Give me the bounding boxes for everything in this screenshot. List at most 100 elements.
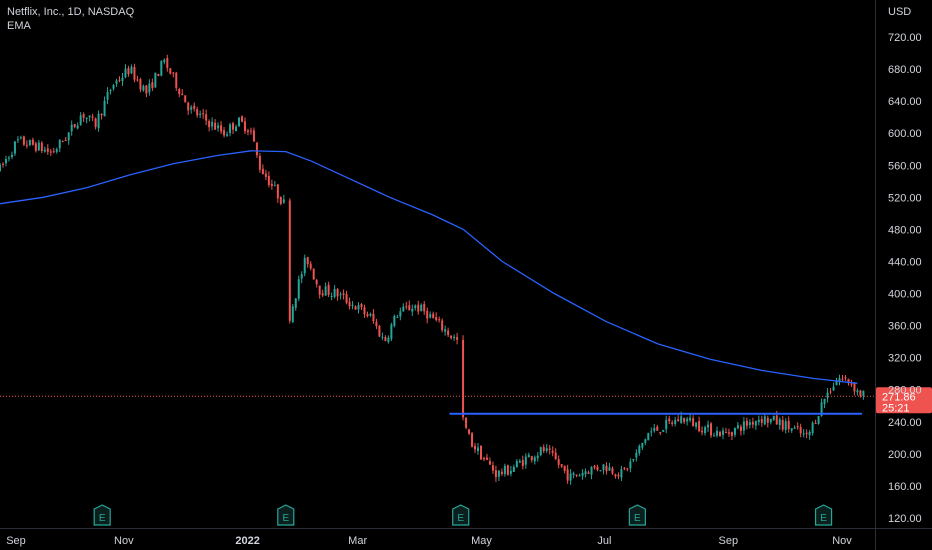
candle-body	[763, 416, 766, 425]
candle-body	[602, 464, 605, 470]
y-tick-label: 160.00	[888, 481, 922, 493]
price-axis[interactable]: USD 720.00 680.00 640.00 600.00 560.00 520.00 4…	[875, 0, 922, 550]
candle-body	[850, 383, 853, 385]
candle-body	[139, 79, 142, 90]
candle-body	[757, 419, 760, 422]
candle-body	[683, 417, 686, 422]
candle-body	[88, 115, 91, 118]
earnings-marker[interactable]: E	[93, 504, 111, 526]
time-axis[interactable]: Sep Nov 2022 Mar May Jul Sep Nov	[0, 528, 932, 548]
candle-body	[665, 419, 668, 430]
symbol-title[interactable]: Netflix, Inc., 1D, NASDAQ	[7, 6, 135, 18]
candle-body	[721, 430, 724, 435]
candle-body	[315, 279, 318, 285]
candle-body	[590, 467, 593, 475]
candle-body	[823, 398, 826, 404]
candle-body	[778, 419, 781, 426]
earnings-badge	[277, 504, 295, 526]
candle-body	[545, 448, 548, 451]
candle-body	[707, 424, 710, 428]
candle-body	[742, 421, 745, 431]
candle-body	[318, 285, 321, 295]
indicator-label[interactable]: EMA	[7, 20, 31, 32]
candle-body	[205, 114, 208, 121]
candle-body	[85, 117, 88, 119]
candle-body	[49, 151, 52, 153]
candle-body	[518, 461, 521, 463]
candle-body	[273, 185, 276, 187]
candle-body	[447, 330, 450, 336]
candle-body	[58, 139, 61, 149]
candle-body	[733, 427, 736, 435]
candle-body	[226, 134, 229, 136]
candle-body	[399, 311, 402, 317]
candle-body	[121, 77, 124, 82]
candle-body	[294, 298, 297, 308]
candle-body	[769, 418, 772, 423]
candle-body	[351, 304, 354, 306]
candle-body	[193, 105, 196, 109]
candle-body	[76, 125, 79, 129]
y-tick-label: 240.00	[888, 417, 922, 429]
candle-body	[527, 454, 530, 458]
earnings-marker[interactable]: E	[628, 504, 646, 526]
candle-body	[680, 416, 683, 423]
candle-body	[698, 421, 701, 432]
candle-body	[587, 472, 590, 474]
y-tick-label: 680.00	[888, 64, 922, 76]
candle-body	[175, 72, 178, 88]
candle-body	[509, 470, 512, 474]
candle-body	[411, 308, 414, 312]
candle-body	[79, 115, 82, 125]
candle-body	[270, 183, 273, 186]
candle-body	[232, 123, 235, 130]
candle-body	[453, 336, 456, 339]
candle-body	[202, 113, 205, 115]
candle-body	[255, 142, 258, 156]
candle-body	[551, 450, 554, 453]
x-tick-label: Nov	[114, 535, 134, 547]
earnings-label: E	[820, 513, 827, 524]
candle-body	[184, 95, 187, 103]
candle-body	[468, 429, 471, 434]
candle-body	[130, 66, 133, 74]
candle-body	[46, 148, 49, 152]
earnings-marker[interactable]: E	[452, 504, 470, 526]
candle-body	[644, 439, 647, 443]
candle-body	[70, 124, 73, 132]
candle-body	[444, 329, 447, 332]
candle-body	[82, 114, 85, 118]
candle-body	[288, 200, 291, 321]
earnings-marker[interactable]: E	[277, 504, 295, 526]
candle-body	[465, 417, 468, 428]
y-tick-label: 440.00	[888, 256, 922, 268]
candle-body	[626, 468, 629, 470]
candle-body	[348, 301, 351, 307]
candle-body	[345, 294, 348, 303]
candle-body	[28, 139, 31, 146]
candle-body	[838, 378, 841, 382]
candle-body	[229, 124, 232, 134]
candle-body	[43, 149, 46, 152]
candle-body	[456, 337, 459, 340]
candle-body	[599, 470, 602, 472]
candle-body	[118, 79, 121, 81]
candle-body	[342, 293, 345, 295]
candle-body	[112, 85, 115, 89]
candle-body	[671, 422, 674, 424]
candle-body	[629, 461, 632, 469]
candle-body	[557, 459, 560, 465]
candle-body	[724, 432, 727, 434]
candle-body	[115, 80, 118, 84]
y-tick-label: 200.00	[888, 449, 922, 461]
candle-body	[220, 125, 223, 132]
candle-body	[94, 118, 97, 127]
candle-body	[303, 258, 306, 274]
currency-label: USD	[888, 6, 911, 18]
earnings-marker[interactable]: E	[814, 504, 833, 526]
candle-body	[330, 296, 333, 298]
candle-body	[647, 433, 650, 441]
x-tick-label: Sep	[6, 535, 26, 547]
candle-body	[151, 82, 154, 89]
